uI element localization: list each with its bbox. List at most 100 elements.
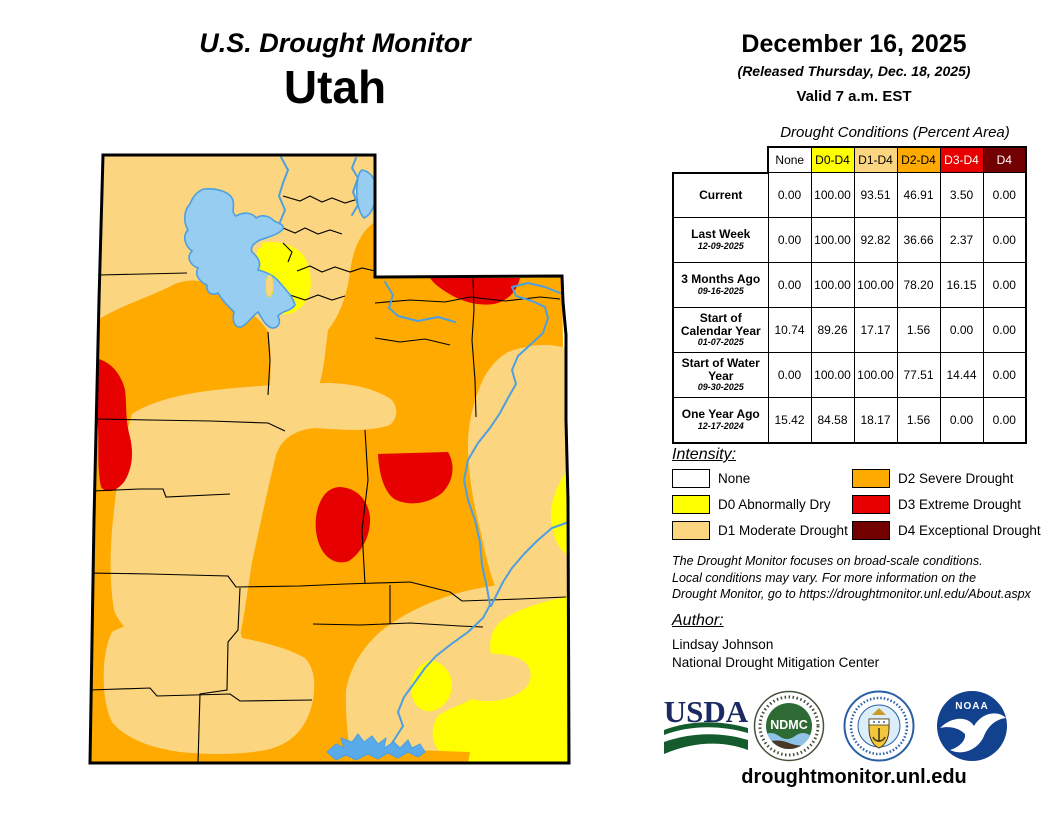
d1-region-central (110, 383, 397, 653)
col-header-d2-d4: D2-D4 (896, 146, 941, 173)
cell-value: 18.17 (853, 397, 898, 444)
cell-value: 100.00 (853, 352, 898, 398)
usda-logo: USDA (662, 690, 750, 767)
col-header-none: None (767, 146, 812, 173)
d3-region-central (378, 452, 453, 504)
state-border (88, 153, 571, 765)
doc-seal-logo (843, 690, 915, 767)
map-date: December 16, 2025 (741, 30, 967, 58)
d0-region-wasatch (256, 242, 311, 315)
legend-label: D3 Extreme Drought (898, 497, 1022, 512)
cell-value: 0.00 (982, 217, 1027, 263)
author-heading: Author: (672, 612, 724, 629)
disclaimer-line: Local conditions may vary. For more info… (672, 570, 977, 585)
legend-label: D4 Exceptional Drought (898, 523, 1041, 538)
colorado-river (490, 522, 567, 607)
cell-value: 1.56 (896, 307, 941, 353)
cell-value: 0.00 (767, 217, 812, 263)
cell-value: 0.00 (767, 172, 812, 218)
cell-value: 0.00 (939, 307, 984, 353)
d1-region-south (103, 617, 315, 754)
author-organization: National Drought Mitigation Center (672, 655, 880, 670)
cell-value: 100.00 (810, 352, 855, 398)
cell-value: 46.91 (896, 172, 941, 218)
cell-value: 16.15 (939, 262, 984, 308)
utah-drought-map (88, 153, 571, 765)
author-name: Lindsay Johnson (672, 637, 774, 652)
legend-swatch-d2 (852, 469, 890, 488)
col-header-d0-d4: D0-D4 (810, 146, 855, 173)
row-date: 09-16-2025 (697, 285, 744, 296)
cell-value: 1.56 (896, 397, 941, 444)
cell-value: 0.00 (982, 172, 1027, 218)
cell-value: 77.51 (896, 352, 941, 398)
duchesne-river (384, 281, 456, 323)
cell-value: 92.82 (853, 217, 898, 263)
legend-label: D0 Abnormally Dry (718, 497, 831, 512)
row-label: 3 Months Ago (681, 272, 761, 287)
legend-swatch-d1 (672, 521, 710, 540)
row-label: Start of Water Year (681, 355, 760, 384)
site-url: droughtmonitor.unl.edu (741, 766, 967, 788)
noaa-logo-text: NOAA (955, 701, 988, 712)
col-header-d1-d4: D1-D4 (853, 146, 898, 173)
bear-river-loop (351, 157, 359, 216)
cell-value: 100.00 (810, 217, 855, 263)
d1-peninsula-in-d0 (447, 653, 531, 702)
cell-value: 15.42 (767, 397, 812, 444)
legend-swatch-none (672, 469, 710, 488)
cell-value: 0.00 (939, 397, 984, 444)
legend-label: D2 Severe Drought (898, 471, 1014, 486)
row-label: One Year Ago (681, 407, 760, 422)
lake-powell (326, 733, 426, 761)
cell-value: 78.20 (896, 262, 941, 308)
d3-region-northeast (430, 278, 520, 305)
d0-region-east-sliver (550, 471, 567, 555)
disclaimer-line: The Drought Monitor focuses on broad-sca… (672, 554, 983, 568)
legend-swatch-d4 (852, 521, 890, 540)
cell-value: 10.74 (767, 307, 812, 353)
report-title: U.S. Drought Monitor (199, 28, 471, 58)
disclaimer-text: The Drought Monitor focuses on broad-sca… (672, 553, 1044, 603)
legend-swatch-d3 (852, 495, 890, 514)
cell-value: 0.00 (982, 352, 1027, 398)
legend-heading: Intensity: (672, 446, 737, 463)
table-row: Start of Calendar Year 01-07-2025 10.74 8… (672, 307, 1027, 353)
cell-value: 2.37 (939, 217, 984, 263)
cell-value: 0.00 (982, 397, 1027, 444)
corner-cell (673, 147, 768, 173)
cell-value: 100.00 (853, 262, 898, 308)
legend-label: D1 Moderate Drought (718, 523, 848, 538)
d1-region-east (467, 344, 567, 612)
row-label: Last Week (691, 227, 751, 242)
table-row: Last Week 12-09-2025 0.00 100.00 92.82 36… (672, 217, 1027, 263)
row-date: 12-17-2024 (697, 420, 744, 431)
cell-value: 0.00 (767, 262, 812, 308)
disclaimer-line: Drought Monitor, go to https://droughtmo… (672, 587, 1031, 601)
cell-value: 93.51 (853, 172, 898, 218)
cell-value: 17.17 (853, 307, 898, 353)
d2-region-west-blob (95, 280, 266, 406)
small-island (256, 243, 262, 249)
legend-label: None (718, 471, 751, 486)
table-header-row: None D0-D4 D1-D4 D2-D4 D3-D4 D4 (673, 146, 1027, 173)
valid-time: Valid 7 a.m. EST (796, 88, 912, 105)
cell-value: 0.00 (767, 352, 812, 398)
cell-value: 100.00 (810, 262, 855, 308)
row-date: 01-07-2025 (697, 337, 744, 348)
cell-value: 0.00 (982, 262, 1027, 308)
cell-value: 0.00 (982, 307, 1027, 353)
noaa-logo: NOAA (936, 690, 1008, 767)
table-row: Current 0.00 100.00 93.51 46.91 3.50 0.0… (672, 171, 1027, 218)
drought-conditions-table: None D0-D4 D1-D4 D2-D4 D3-D4 D4 Current … (672, 146, 1027, 444)
state-name-title: Utah (283, 61, 387, 113)
d3-region-central-south (315, 487, 371, 563)
table-caption: Drought Conditions (Percent Area) (780, 124, 1010, 141)
table-row: Start of Water Year 09-30-2025 0.00 100.0… (672, 352, 1027, 398)
cell-value: 84.58 (810, 397, 855, 444)
cell-value: 3.50 (939, 172, 984, 218)
release-note: (Released Thursday, Dec. 18, 2025) (737, 63, 971, 79)
table-row: 3 Months Ago 09-16-2025 0.00 100.00 100.0… (672, 262, 1027, 308)
col-header-d4: D4 (982, 146, 1027, 173)
